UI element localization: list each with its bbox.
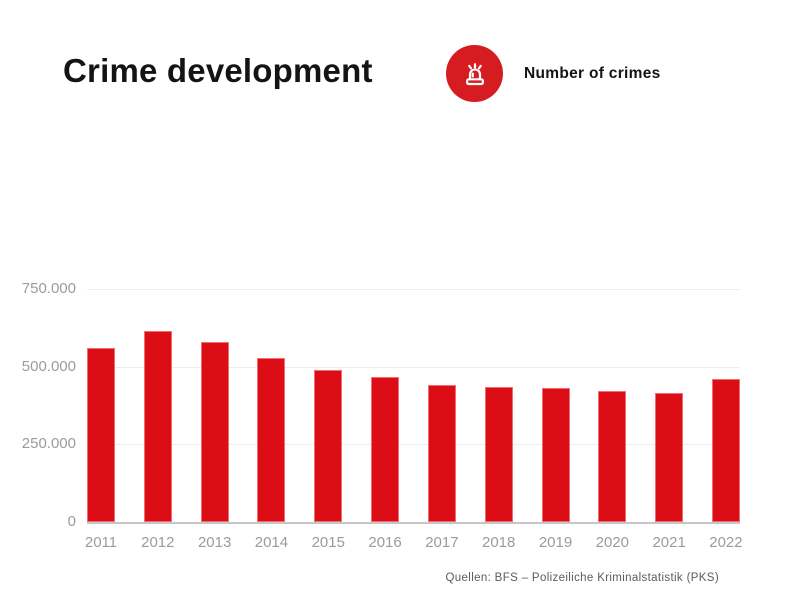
x-axis-tick-label: 2022 bbox=[709, 534, 743, 551]
x-axis-tick-label: 2012 bbox=[141, 534, 175, 551]
bar-2020 bbox=[598, 390, 627, 522]
x-axis-tick-label: 2017 bbox=[425, 534, 459, 551]
bar-2011 bbox=[87, 348, 115, 522]
bar-2013 bbox=[200, 342, 229, 522]
bar-2014 bbox=[257, 358, 286, 522]
y-axis-tick-label: 0 bbox=[67, 513, 76, 530]
crime-bar-chart: 2011 2012 2013 2014 2015 2016 2017 2018 2019 2020… bbox=[0, 280, 760, 551]
bar-column-2017: 2017 bbox=[425, 289, 459, 551]
bar-column-2014: 2014 bbox=[255, 289, 288, 551]
bar-column-2020: 2020 bbox=[596, 289, 629, 551]
gridline-500000 bbox=[87, 366, 740, 368]
bar-column-2011: 2011 bbox=[85, 289, 117, 551]
bar-2016 bbox=[371, 376, 400, 522]
page-title: Crime development bbox=[63, 52, 373, 89]
y-axis-tick-label: 250.000 bbox=[21, 435, 76, 453]
plot-area: 2011 2012 2013 2014 2015 2016 2017 2018 2019 2020… bbox=[85, 289, 743, 551]
bar-2019 bbox=[541, 387, 570, 522]
bar-2021 bbox=[655, 393, 684, 522]
x-axis-tick-label: 2014 bbox=[254, 534, 289, 551]
x-axis-tick-label: 2019 bbox=[538, 534, 573, 551]
x-axis-tick-label: 2016 bbox=[368, 534, 402, 551]
x-axis-tick-label: 2011 bbox=[84, 534, 118, 551]
bar-column-2012: 2012 bbox=[141, 289, 175, 551]
gridline-250000 bbox=[87, 444, 740, 446]
bar-column-2019: 2019 bbox=[539, 289, 572, 551]
bar-2018 bbox=[484, 387, 513, 522]
y-axis-tick-label: 500.000 bbox=[21, 357, 76, 375]
gridline-750000 bbox=[87, 289, 740, 290]
bar-column-2016: 2016 bbox=[368, 289, 402, 551]
bar-2022 bbox=[711, 379, 740, 522]
x-axis-tick-label: 2020 bbox=[595, 534, 629, 551]
x-axis-tick-label: 2015 bbox=[311, 534, 345, 551]
y-axis-tick-label: 750.000 bbox=[21, 280, 76, 297]
bar-column-2022: 2022 bbox=[709, 289, 743, 551]
bar-column-2021: 2021 bbox=[652, 289, 686, 551]
bars-container: 2011 2012 2013 2014 2015 2016 2017 2018 2019 2020… bbox=[85, 289, 743, 551]
bar-2015 bbox=[314, 370, 343, 522]
bar-column-2015: 2015 bbox=[312, 289, 345, 551]
bar-column-2013: 2013 bbox=[198, 289, 231, 551]
bar-column-2018: 2018 bbox=[482, 289, 515, 551]
x-axis-tick-label: 2013 bbox=[197, 534, 232, 551]
legend-label: Number of crimes bbox=[524, 65, 661, 82]
x-axis-tick-label: 2018 bbox=[482, 534, 516, 551]
siren-icon bbox=[446, 45, 503, 102]
x-axis-tick-label: 2021 bbox=[652, 534, 686, 551]
source-note: Quellen: BFS – Polizeiliche Kriminalstat… bbox=[445, 572, 719, 584]
bar-2017 bbox=[427, 385, 456, 522]
bar-2012 bbox=[143, 330, 172, 522]
siren-icon-glyph bbox=[465, 62, 484, 85]
